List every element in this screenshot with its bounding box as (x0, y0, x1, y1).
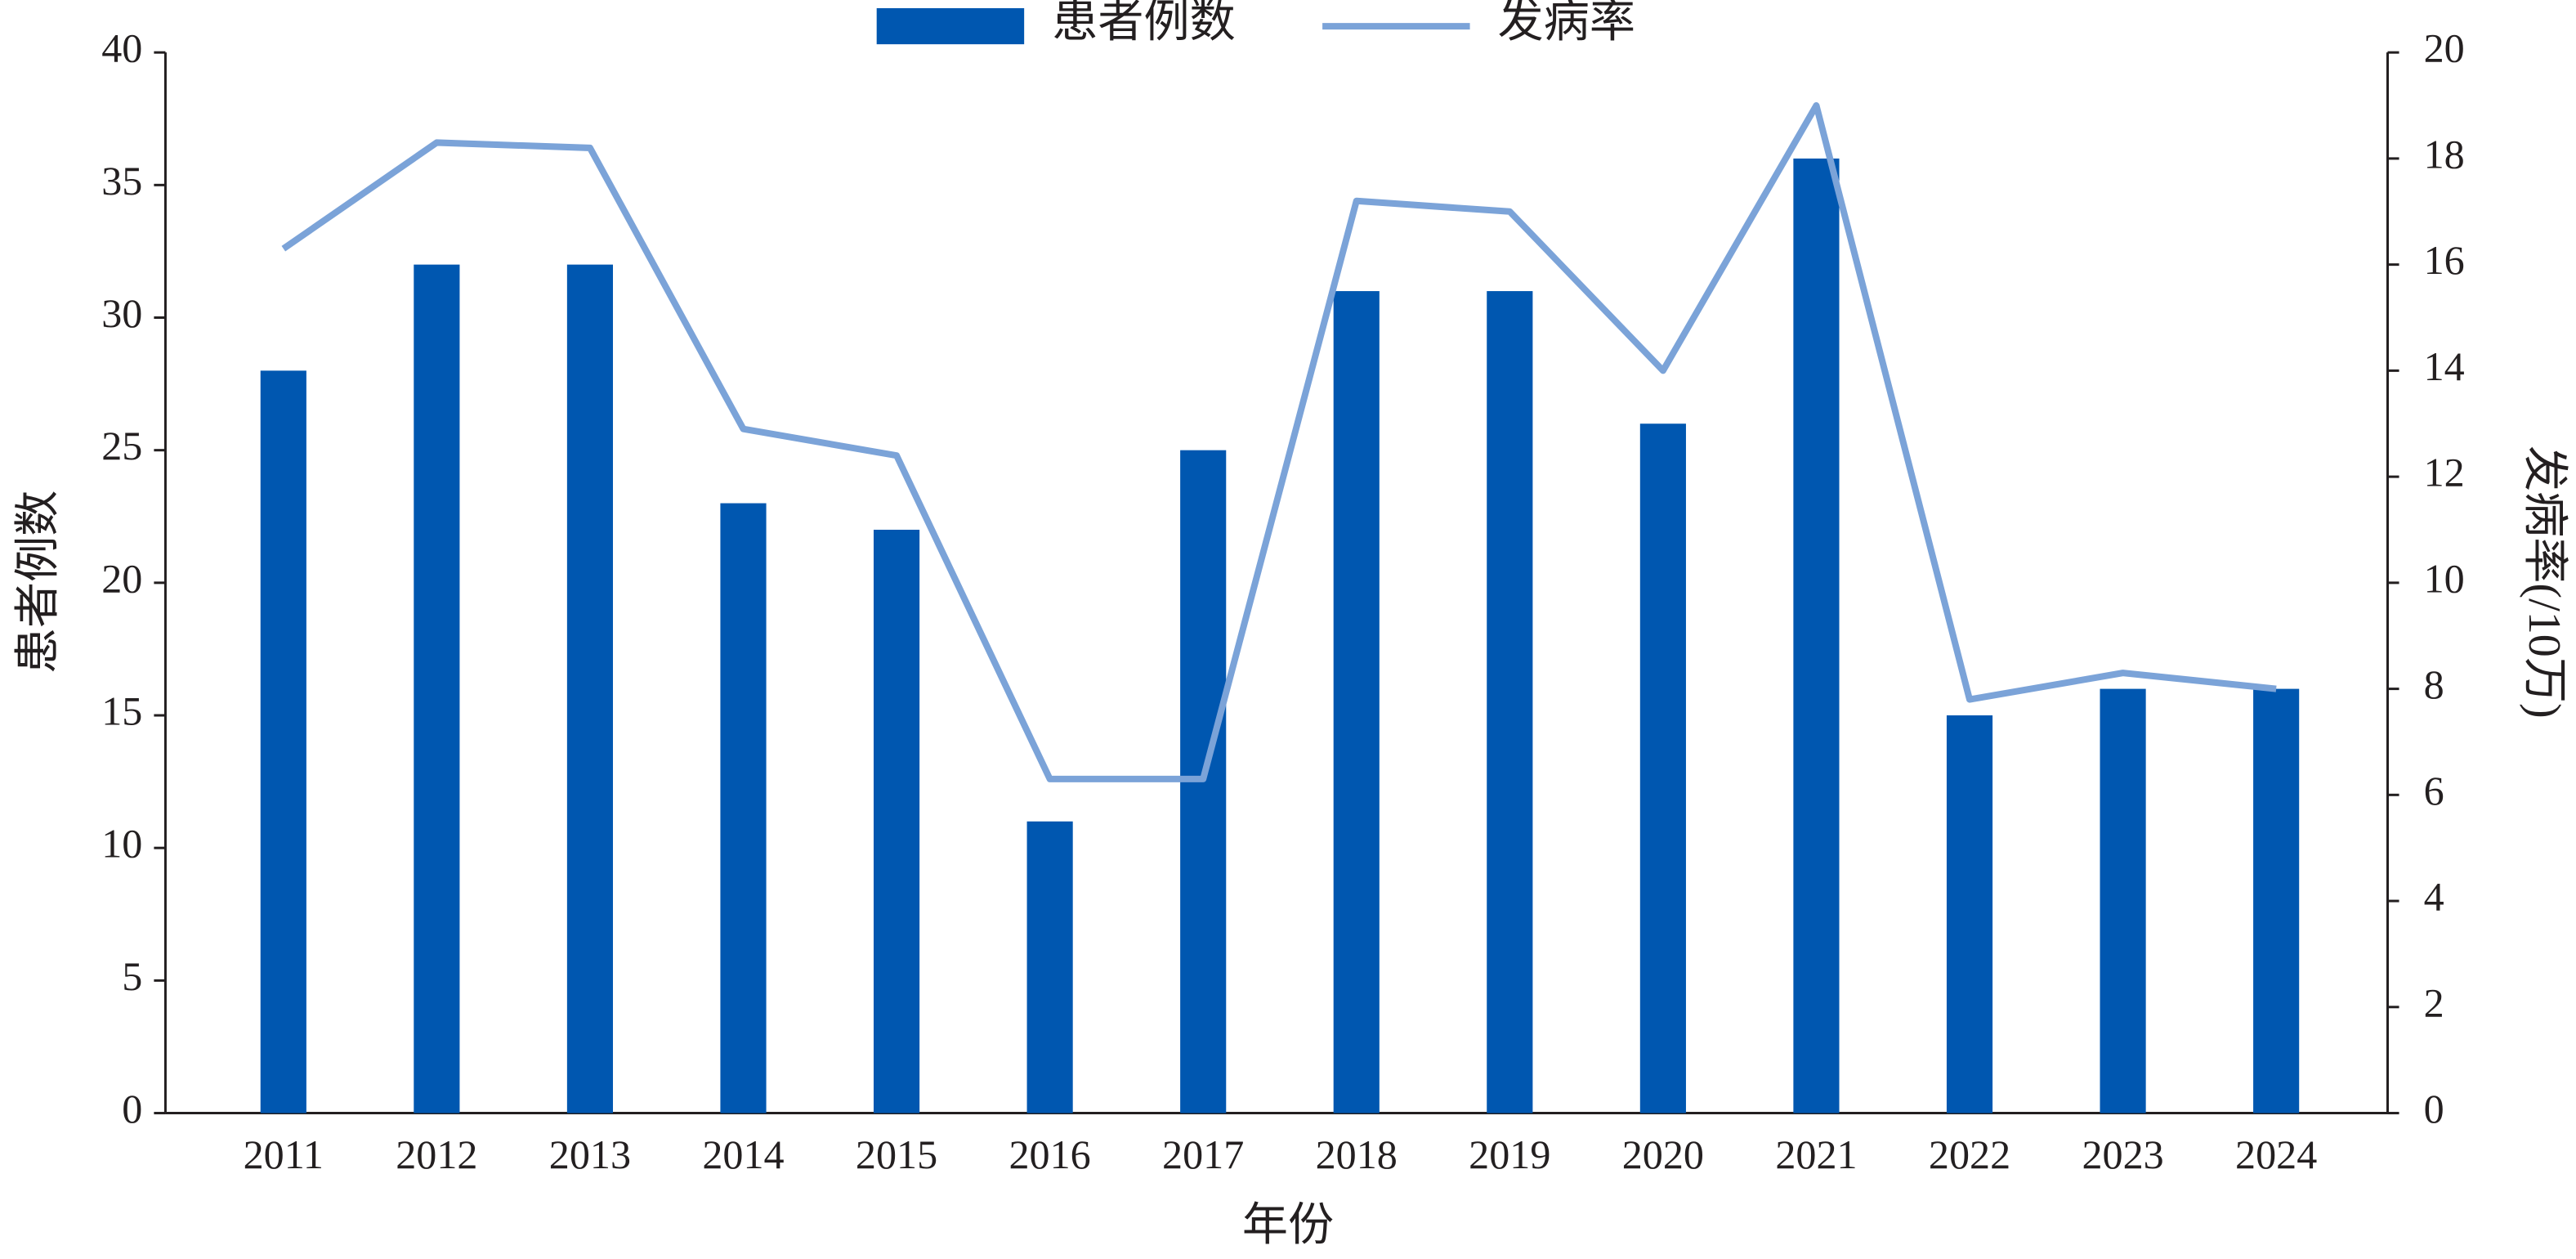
y-tick-label: 35 (101, 158, 142, 204)
x-tick-label: 2020 (1622, 1131, 1704, 1177)
y2-tick-label: 16 (2424, 237, 2465, 283)
y2-tick-label: 14 (2424, 343, 2465, 389)
legend-swatch (876, 8, 1025, 45)
bar (873, 529, 920, 1113)
x-tick-label: 2023 (2082, 1131, 2163, 1177)
x-axis-title: 年份 (1242, 1200, 1334, 1251)
bar (414, 264, 460, 1113)
bar (1333, 291, 1380, 1113)
bar (720, 503, 767, 1113)
bar (1487, 291, 1533, 1113)
x-tick-label: 2011 (244, 1131, 324, 1177)
y-axis-title: 患者例数 (13, 491, 64, 674)
y2-tick-label: 18 (2424, 131, 2465, 177)
y2-tick-label: 6 (2424, 768, 2444, 813)
x-tick-label: 2019 (1469, 1131, 1550, 1177)
y-tick-label: 30 (101, 290, 142, 336)
bar (1639, 423, 1686, 1113)
y2-tick-label: 12 (2424, 450, 2465, 495)
y-tick-label: 40 (101, 25, 142, 71)
x-tick-label: 2012 (396, 1131, 477, 1177)
y-tick-label: 20 (101, 555, 142, 601)
y2-tick-label: 0 (2424, 1086, 2444, 1131)
y2-tick-label: 8 (2424, 661, 2444, 707)
y2-tick-label: 10 (2424, 555, 2465, 601)
bar (1946, 715, 1993, 1113)
y2-axis-title: 发病率(/10万) (2519, 446, 2569, 719)
x-tick-label: 2015 (856, 1131, 937, 1177)
bar (1793, 158, 1840, 1113)
x-tick-label: 2014 (702, 1131, 784, 1177)
line (281, 102, 2277, 782)
y-tick-label: 25 (101, 423, 142, 468)
y-tick-label: 10 (101, 821, 142, 867)
y2-tick-label: 4 (2424, 874, 2444, 920)
bar (2253, 688, 2300, 1113)
x-tick-label: 2017 (1162, 1131, 1244, 1177)
y2-tick-label: 20 (2424, 25, 2465, 71)
y2-tick-label: 2 (2424, 979, 2444, 1025)
legend-label: 患者例数 (1052, 0, 1236, 47)
y-tick-label: 0 (122, 1086, 142, 1131)
x-tick-label: 2016 (1009, 1131, 1091, 1177)
legend-label: 发病率 (1498, 0, 1635, 47)
x-tick-label: 2013 (549, 1131, 631, 1177)
x-tick-label: 2022 (1929, 1131, 2010, 1177)
bar (566, 264, 614, 1113)
x-tick-label: 2021 (1775, 1131, 1857, 1177)
bar (1026, 821, 1073, 1113)
y-tick-label: 5 (122, 953, 142, 999)
bar (260, 370, 306, 1113)
bar (2100, 688, 2146, 1113)
x-tick-label: 2018 (1316, 1131, 1398, 1177)
y-tick-label: 15 (101, 688, 142, 734)
x-tick-label: 2024 (2235, 1131, 2317, 1177)
